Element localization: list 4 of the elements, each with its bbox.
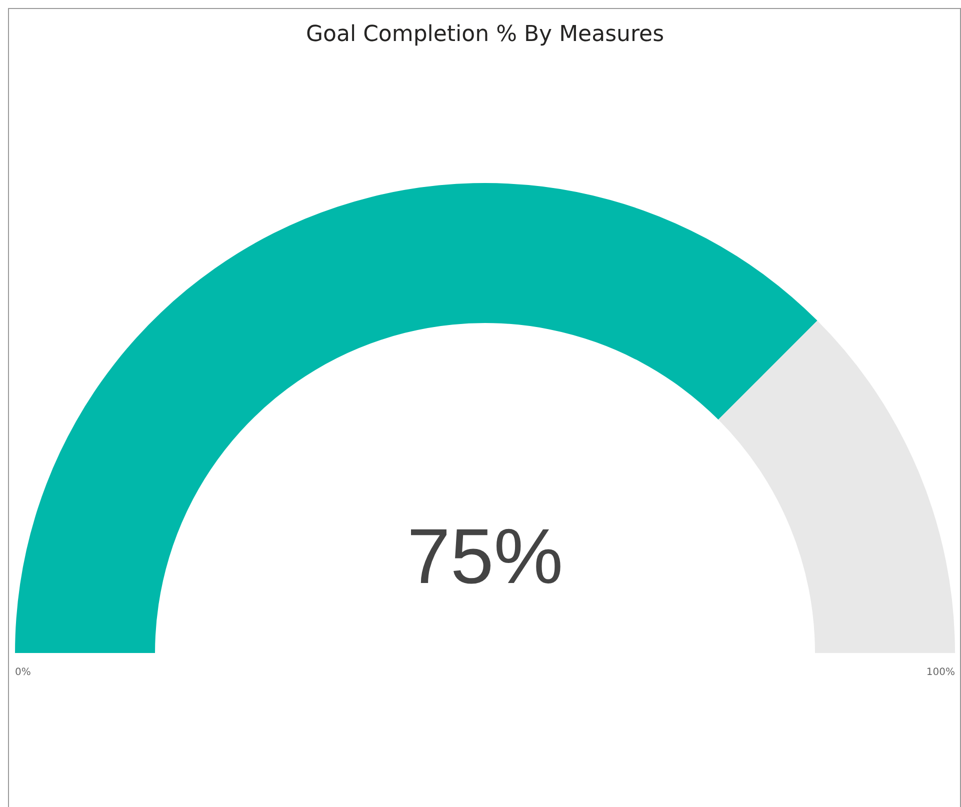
text: 100%: [926, 667, 955, 678]
chart-title: Goal Completion % By Measures: [306, 22, 664, 47]
text: 0%: [15, 667, 31, 678]
data-label: 75%: [406, 512, 564, 600]
